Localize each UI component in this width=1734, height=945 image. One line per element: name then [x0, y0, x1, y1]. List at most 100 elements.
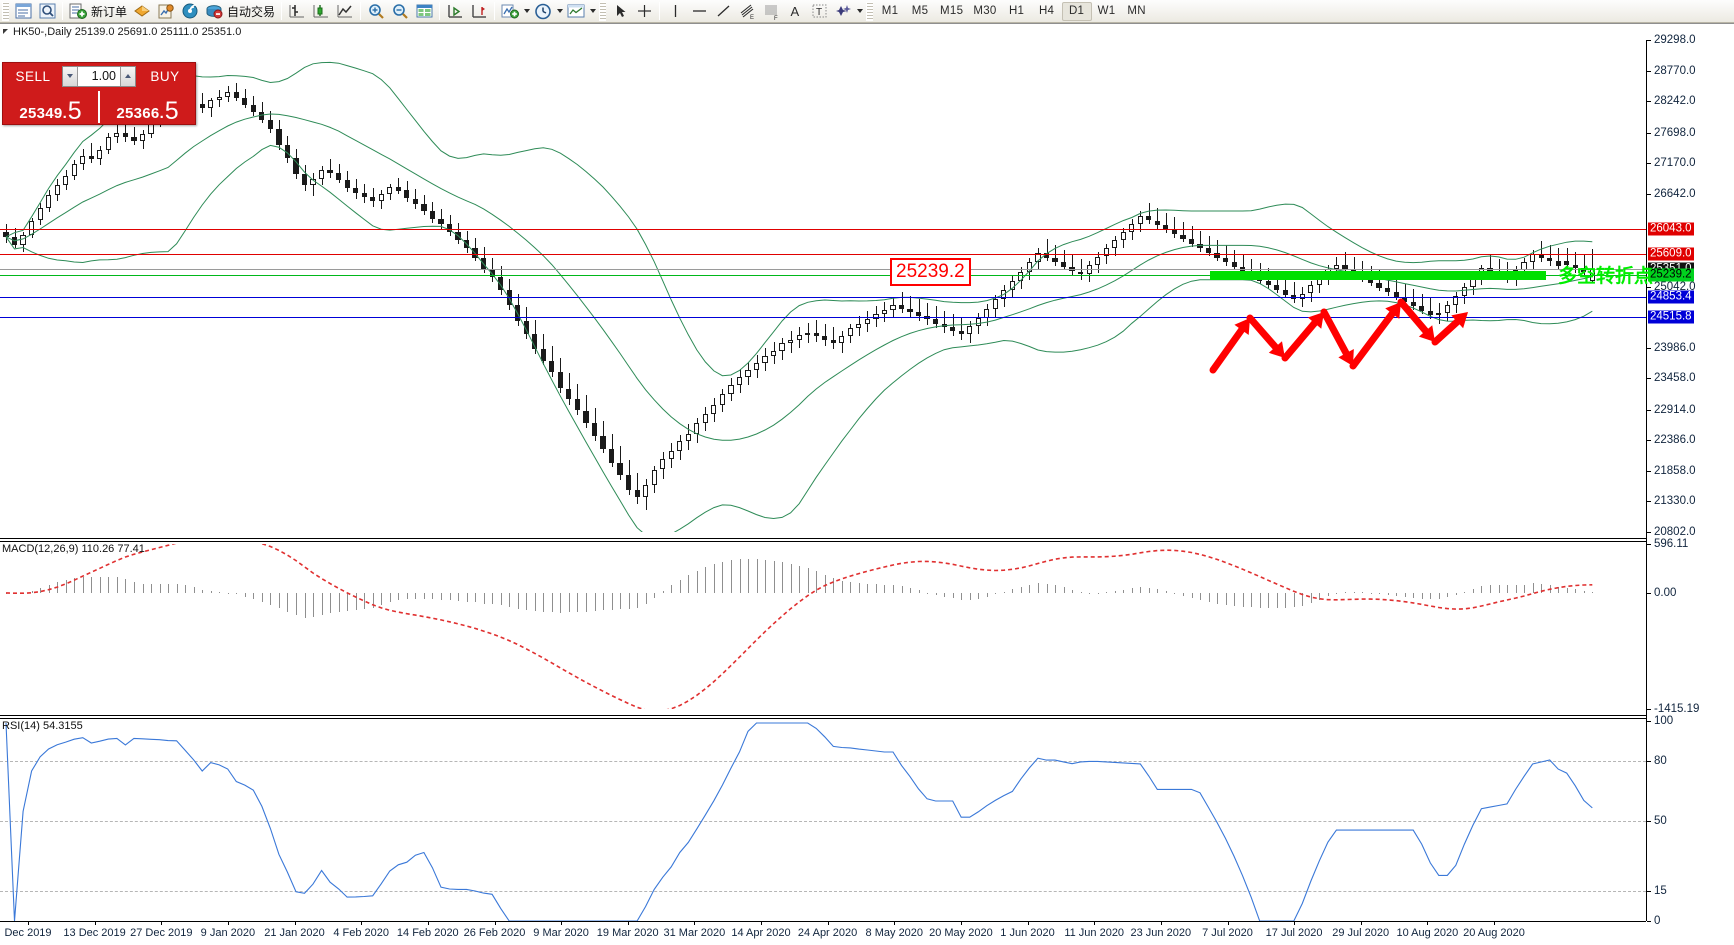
price-level-annotation-box[interactable]: 25239.2	[890, 258, 971, 286]
zoom-in-icon[interactable]	[365, 1, 387, 21]
candle-wick	[927, 302, 929, 325]
macd-histogram-bar	[551, 592, 553, 613]
autotrade-icon[interactable]	[203, 1, 225, 21]
macd-histogram-bar	[1490, 584, 1491, 593]
rsi-plot-area[interactable]	[0, 721, 1646, 921]
sell-button[interactable]: 25349 . 5	[3, 89, 98, 124]
autotrade-label[interactable]: 自动交易	[227, 4, 276, 19]
zoom-out-icon[interactable]	[389, 1, 411, 21]
text-a-icon[interactable]: A	[784, 1, 806, 21]
text-label-icon[interactable]: T	[808, 1, 830, 21]
signal-icon[interactable]	[179, 1, 201, 21]
symbol-info-text: HK50-,Daily 25139.0 25691.0 25111.0 2535…	[13, 25, 242, 38]
timeframe-w1[interactable]: W1	[1097, 5, 1116, 17]
svg-text:T: T	[816, 7, 822, 18]
auto-scroll-icon[interactable]	[444, 1, 466, 21]
fibonacci-icon[interactable]: F	[760, 1, 782, 21]
vertical-line-icon[interactable]	[664, 1, 686, 21]
macd-histogram-bar	[1302, 592, 1304, 606]
new-order-icon[interactable]	[67, 1, 89, 21]
templates-icon[interactable]	[565, 1, 587, 21]
navigator-icon[interactable]	[36, 1, 58, 21]
macd-histogram-bar	[441, 592, 442, 600]
volume-value[interactable]: 1.00	[91, 69, 116, 83]
drawing-toolbar-grip[interactable]	[599, 1, 607, 21]
macd-histogram-bar	[313, 592, 314, 618]
macd-histogram-bar	[1089, 592, 1091, 594]
cursor-icon[interactable]	[609, 1, 631, 21]
timeframe-toolbar-grip[interactable]	[866, 1, 874, 21]
indicators-icon[interactable]	[499, 1, 521, 21]
macd-histogram-bar	[449, 592, 451, 601]
timeframe-h1[interactable]: H1	[1008, 5, 1025, 17]
level-line-pivot[interactable]	[0, 275, 1646, 276]
macd-histogram-bar	[517, 592, 519, 609]
volume-increase-button[interactable]	[120, 66, 135, 86]
level-line-last-price[interactable]	[0, 268, 1646, 270]
price-axis[interactable]: 29298.0 28770.0 28242.0 27698.0 27170.0 26642…	[1646, 34, 1734, 927]
timeframe-m15[interactable]: M15	[940, 5, 964, 17]
shapes-dropdown-caret[interactable]	[855, 1, 864, 21]
volume-decrease-button[interactable]	[63, 66, 78, 86]
level-line-resistance[interactable]	[0, 253, 1646, 255]
collapse-triangle-icon[interactable]	[3, 29, 8, 34]
candle-body	[1137, 215, 1143, 224]
candle-body	[677, 440, 683, 451]
bar-chart-icon[interactable]	[286, 1, 308, 21]
level-line-support[interactable]	[0, 297, 1646, 299]
macd-histogram-bar	[1037, 583, 1039, 593]
macd-histogram-bar	[176, 583, 178, 593]
macd-histogram-bar	[1165, 591, 1167, 593]
diamond-icon[interactable]	[131, 1, 153, 21]
level-line-resistance[interactable]	[0, 228, 1646, 230]
timeframe-m30[interactable]: M30	[973, 5, 997, 17]
buy-button[interactable]: 25366 . 5	[100, 89, 195, 124]
timeframe-d1[interactable]: D1	[1061, 1, 1092, 21]
periods-clock-icon[interactable]	[532, 1, 554, 21]
candle-body	[301, 174, 308, 185]
macd-histogram-bar	[1106, 592, 1108, 593]
macd-histogram-bar	[705, 566, 707, 593]
macd-plot-area[interactable]	[0, 544, 1646, 709]
level-line-support[interactable]	[0, 316, 1646, 318]
crosshair-icon[interactable]	[633, 1, 655, 21]
pivot-zone-highlight[interactable]	[1210, 271, 1546, 280]
line-chart-icon[interactable]	[334, 1, 356, 21]
volume-stepper[interactable]: 1.00	[62, 65, 136, 87]
sell-label[interactable]: SELL	[15, 68, 51, 84]
one-click-trading-panel[interactable]: SELL 1.00 BUY 25349 . 5 25366 .	[2, 62, 196, 125]
timeframe-h4[interactable]: H4	[1038, 5, 1055, 17]
macd-histogram-bar	[1234, 592, 1236, 607]
time-axis-label: 19 Mar 2020	[596, 927, 659, 939]
templates-dropdown-caret[interactable]	[588, 1, 597, 21]
svg-text:A: A	[790, 4, 799, 19]
periods-dropdown-caret[interactable]	[555, 1, 564, 21]
candle-body	[992, 299, 998, 309]
chart-shift-icon[interactable]	[468, 1, 490, 21]
horizontal-line-icon[interactable]	[688, 1, 710, 21]
candle-wick	[944, 310, 946, 333]
timeframe-m5[interactable]: M5	[911, 5, 929, 17]
indicators-dropdown-caret[interactable]	[522, 1, 531, 21]
turning-point-annotation[interactable]: 多空转折点	[1558, 265, 1654, 287]
timeframe-mn[interactable]: MN	[1127, 5, 1146, 17]
macd-axis-label: 596.11	[1654, 538, 1689, 550]
data-window-icon[interactable]	[413, 1, 435, 21]
candlestick-chart-icon[interactable]	[310, 1, 332, 21]
time-axis-label: 7 Jul 2020	[1202, 927, 1253, 939]
equidistant-channel-icon[interactable]: E	[736, 1, 758, 21]
terminal-window-icon[interactable]	[12, 1, 34, 21]
candle-wick	[91, 143, 93, 163]
price-axis-label: 22914.0	[1654, 403, 1696, 416]
candle-body	[1376, 283, 1382, 288]
price-plot-area[interactable]	[0, 40, 1646, 532]
trendline-icon[interactable]	[712, 1, 734, 21]
buy-label[interactable]: BUY	[150, 68, 180, 84]
expert-advisor-icon[interactable]	[155, 1, 177, 21]
toolbar-grip[interactable]	[2, 1, 9, 21]
macd-histogram-bar	[901, 586, 903, 593]
shapes-icon[interactable]	[832, 1, 854, 21]
new-order-label[interactable]: 新订单	[91, 4, 128, 19]
timeframe-m1[interactable]: M1	[881, 5, 899, 17]
candle-wick	[816, 320, 818, 343]
